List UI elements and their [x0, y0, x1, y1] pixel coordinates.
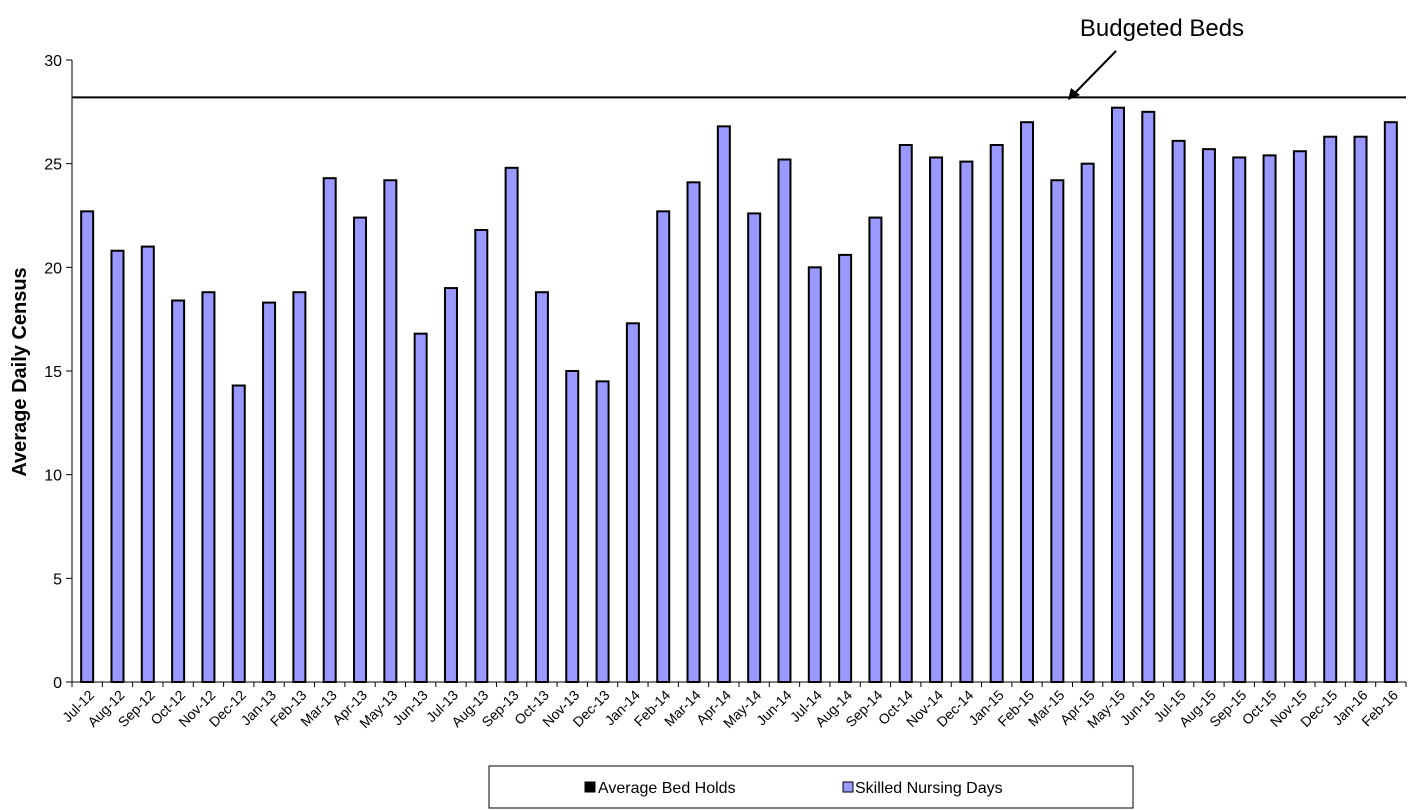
bar-skilled-nursing-days — [1262, 154, 1277, 683]
x-tick-label: Jun-13 — [389, 687, 431, 729]
bar-skilled-nursing-days — [595, 380, 610, 683]
budgeted-beds-annotation: Budgeted Beds — [1068, 15, 1244, 100]
bar-skilled-nursing-days — [443, 287, 458, 683]
bar-skilled-nursing-days — [110, 249, 125, 683]
legend-label-skilled-nursing-days: Skilled Nursing Days — [855, 780, 1003, 797]
bar-skilled-nursing-days — [1080, 162, 1095, 683]
bar-skilled-nursing-days — [777, 158, 792, 683]
bar-skilled-nursing-days — [1110, 106, 1125, 684]
y-tick-label: 5 — [53, 571, 62, 588]
bar-skilled-nursing-days — [959, 160, 974, 684]
x-axis: Jul-12Aug-12Sep-12Oct-12Nov-12Dec-12Jan-… — [59, 681, 1407, 731]
bar-skilled-nursing-days — [383, 179, 398, 683]
bar-skilled-nursing-days — [1353, 135, 1368, 684]
bar-skilled-nursing-days — [1292, 150, 1307, 683]
bar-skilled-nursing-days — [413, 332, 428, 683]
bar-skilled-nursing-days — [747, 212, 762, 683]
bar-skilled-nursing-days — [171, 299, 186, 683]
budgeted-beds-label: Budgeted Beds — [1080, 15, 1244, 42]
bar-skilled-nursing-days — [504, 166, 519, 683]
bar-skilled-nursing-days — [565, 370, 580, 683]
bar-skilled-nursing-days — [1050, 179, 1065, 683]
bar-skilled-nursing-days — [80, 210, 95, 683]
legend-label-average-bed-holds: Average Bed Holds — [598, 780, 736, 797]
y-tick-label: 15 — [44, 364, 62, 381]
bars — [80, 106, 1398, 684]
annotation-arrowhead — [1068, 88, 1080, 100]
bar-skilled-nursing-days — [807, 266, 822, 683]
y-tick-label: 20 — [44, 260, 62, 277]
bar-skilled-nursing-days — [322, 177, 337, 683]
bar-skilled-nursing-days — [868, 216, 883, 683]
y-axis: 0 5 10 15 20 25 30 — [44, 53, 73, 692]
bar-skilled-nursing-days — [716, 125, 731, 683]
y-tick-label: 30 — [44, 53, 62, 70]
bar-skilled-nursing-days — [1383, 121, 1398, 683]
bar-skilled-nursing-days — [231, 384, 246, 683]
bar-skilled-nursing-days — [1141, 110, 1156, 684]
bar-skilled-nursing-days — [929, 156, 944, 684]
bar-skilled-nursing-days — [1020, 121, 1035, 683]
legend: Average Bed Holds Skilled Nursing Days — [488, 765, 1134, 809]
y-axis-title: Average Daily Census — [9, 267, 31, 476]
bar-skilled-nursing-days — [140, 245, 155, 683]
bar-skilled-nursing-days — [898, 144, 913, 684]
bar-skilled-nursing-days — [686, 181, 701, 683]
legend-swatch-skilled-nursing-days — [842, 781, 854, 793]
bar-skilled-nursing-days — [201, 291, 216, 683]
bar-skilled-nursing-days — [625, 322, 640, 683]
legend-box — [488, 765, 1134, 809]
bar-skilled-nursing-days — [838, 253, 853, 683]
bar-skilled-nursing-days — [989, 144, 1004, 684]
bar-skilled-nursing-days — [292, 291, 307, 683]
x-tick-label: Jun-14 — [753, 687, 795, 729]
bar-skilled-nursing-days — [1232, 156, 1247, 684]
x-tick-label: Jun-15 — [1117, 687, 1159, 729]
bar-skilled-nursing-days — [534, 291, 549, 683]
bar-skilled-nursing-days — [656, 210, 671, 683]
bar-skilled-nursing-days — [1323, 135, 1338, 684]
legend-swatch-average-bed-holds — [584, 781, 596, 793]
bar-skilled-nursing-days — [474, 229, 489, 683]
y-tick-label: 25 — [44, 157, 62, 174]
bar-skilled-nursing-days — [353, 216, 368, 683]
bar-skilled-nursing-days — [262, 301, 277, 683]
bar-skilled-nursing-days — [1201, 148, 1216, 684]
bar-skilled-nursing-days — [1171, 139, 1186, 684]
y-tick-label: 10 — [44, 468, 62, 485]
annotation-arrow-shaft — [1070, 50, 1117, 98]
y-tick-label: 0 — [53, 675, 62, 692]
